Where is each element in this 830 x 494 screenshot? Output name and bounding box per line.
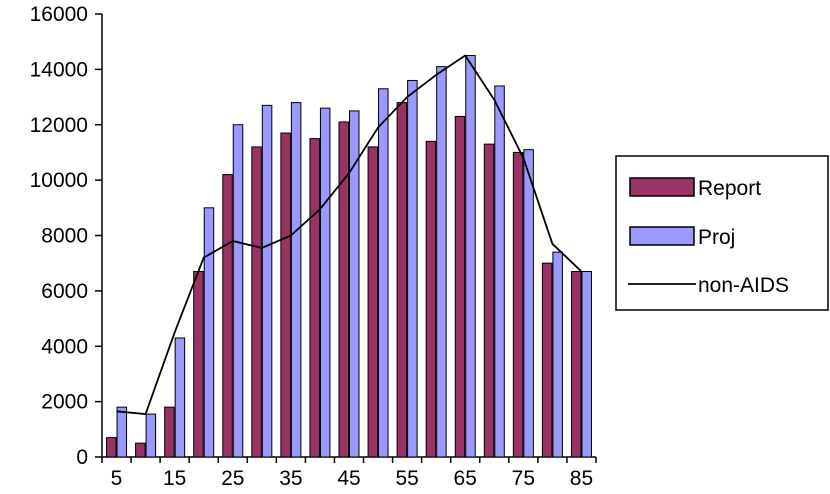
- y-tick-label: 6000: [41, 280, 88, 303]
- bar-proj: [116, 406, 128, 458]
- bar-report: [367, 146, 379, 458]
- bar-proj: [261, 104, 273, 458]
- bar-proj: [174, 337, 186, 458]
- y-tick-label: 16000: [30, 3, 88, 26]
- bar-proj: [232, 124, 244, 458]
- legend-swatch-report: [629, 177, 695, 197]
- bar-report: [454, 115, 466, 458]
- bar-report: [338, 121, 349, 458]
- x-tick-label: 5: [111, 467, 123, 490]
- bar-proj: [494, 85, 505, 458]
- y-tick-label: 10000: [30, 169, 88, 192]
- x-tick-label: 25: [221, 467, 244, 490]
- x-tick-label: 75: [512, 467, 535, 490]
- bar-proj: [436, 66, 447, 458]
- bar-report: [164, 406, 175, 458]
- x-tick-label: 85: [570, 467, 593, 490]
- bar-proj: [407, 79, 418, 458]
- bar-report: [512, 151, 524, 458]
- bar-report: [193, 270, 204, 458]
- bar-proj: [145, 413, 157, 458]
- x-tick-label: 15: [163, 467, 186, 490]
- bar-proj: [523, 149, 534, 458]
- bar-report: [106, 437, 117, 458]
- bar-report: [570, 270, 582, 458]
- legend-label-proj: Proj: [698, 226, 735, 249]
- bar-proj: [349, 110, 360, 458]
- bar-proj: [552, 251, 563, 458]
- bar-report: [396, 102, 408, 458]
- bar-report: [135, 442, 146, 458]
- bar-report: [425, 140, 437, 458]
- bar-report: [541, 262, 553, 458]
- legend-swatch-proj: [629, 226, 695, 246]
- bar-report: [251, 146, 262, 458]
- legend-label-non-aids: non-AIDS: [698, 274, 789, 297]
- y-tick-label: 0: [76, 446, 88, 469]
- bar-proj: [290, 102, 302, 458]
- bar-proj: [203, 207, 215, 458]
- bar-proj: [465, 55, 476, 458]
- x-tick-label: 55: [395, 467, 418, 490]
- bar-report: [280, 132, 291, 458]
- x-tick-label: 65: [454, 467, 477, 490]
- y-tick-label: 8000: [41, 225, 88, 248]
- y-tick-label: 12000: [30, 114, 88, 137]
- line-non-aids: [116, 54, 583, 415]
- bar-proj: [319, 107, 331, 458]
- bar-report: [309, 138, 320, 458]
- x-tick-label: 45: [337, 467, 360, 490]
- legend-label-report: Report: [698, 177, 761, 200]
- bar-report: [222, 174, 233, 458]
- bar-proj: [581, 270, 592, 458]
- y-tick-label: 14000: [30, 58, 88, 81]
- y-tick-label: 2000: [41, 391, 88, 414]
- bar-proj: [378, 88, 389, 458]
- x-tick-label: 35: [279, 467, 302, 490]
- bar-report: [483, 143, 495, 458]
- y-tick-label: 4000: [41, 335, 88, 358]
